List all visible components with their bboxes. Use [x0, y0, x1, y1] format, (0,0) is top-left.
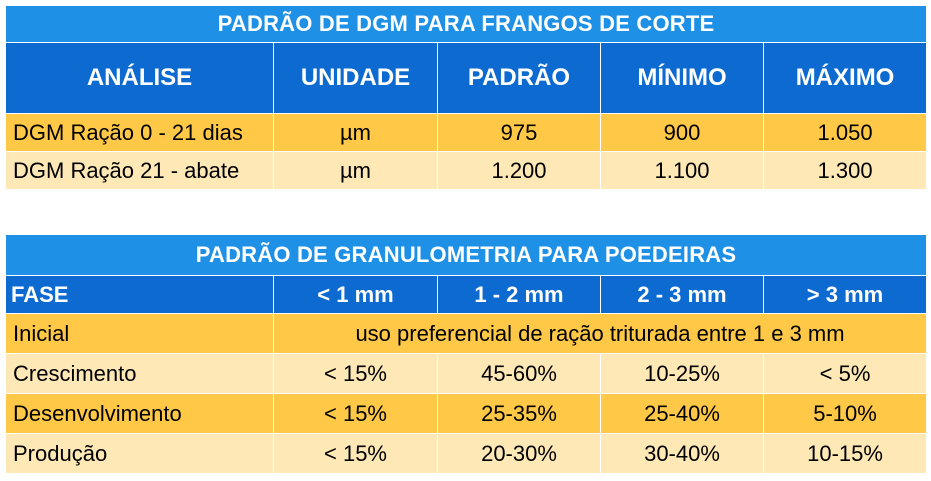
- table-cell: 10-15%: [762, 433, 928, 474]
- column-header-analise: ANÁLISE: [5, 42, 274, 114]
- table-header-row: ANÁLISE UNIDADE PADRÃO MÍNIMO MÁXIMO: [5, 42, 928, 114]
- table-cell: 20-30%: [437, 433, 601, 474]
- table-cell: 10-25%: [600, 353, 764, 394]
- column-header-2-3mm: 2 - 3 mm: [600, 275, 764, 314]
- table-cell: 975: [437, 113, 601, 152]
- table-row: Desenvolvimento < 15% 25-35% 25-40% 5-10…: [5, 393, 928, 434]
- table-cell: 1.200: [437, 151, 601, 190]
- table-row: Produção < 15% 20-30% 30-40% 10-15%: [5, 433, 928, 474]
- table-header-row: FASE < 1 mm 1 - 2 mm 2 - 3 mm > 3 mm: [5, 275, 928, 314]
- table-cell: < 15%: [273, 353, 438, 394]
- table-cell: Crescimento: [5, 353, 274, 394]
- column-header-padrao: PADRÃO: [437, 42, 601, 114]
- table-row: DGM Ração 21 - abate µm 1.200 1.100 1.30…: [5, 151, 928, 190]
- table-cell: 5-10%: [762, 393, 928, 434]
- table-title-row: PADRÃO DE DGM PARA FRANGOS DE CORTE: [4, 5, 928, 43]
- column-header-fase: FASE: [5, 275, 274, 314]
- table-cell: < 5%: [762, 353, 928, 394]
- table-cell-note: uso preferencial de ração triturada entr…: [272, 313, 928, 354]
- table-cell: Desenvolvimento: [5, 393, 274, 434]
- column-header-maximo: MÁXIMO: [762, 42, 928, 114]
- table-cell: < 15%: [273, 433, 438, 474]
- column-header-1-2mm: 1 - 2 mm: [437, 275, 601, 314]
- table-row: Crescimento < 15% 45-60% 10-25% < 5%: [5, 353, 928, 394]
- table-title-row: PADRÃO DE GRANULOMETRIA PARA POEDEIRAS: [4, 234, 928, 276]
- table-cell: DGM Ração 21 - abate: [5, 151, 274, 190]
- table-cell: µm: [273, 151, 438, 190]
- table-cell: 1.300: [762, 151, 928, 190]
- table-cell: 900: [600, 113, 764, 152]
- table-row: Inicial uso preferencial de ração tritur…: [5, 313, 928, 354]
- column-header-under-1mm: < 1 mm: [273, 275, 438, 314]
- column-header-minimo: MÍNIMO: [600, 42, 764, 114]
- column-header-over-3mm: > 3 mm: [762, 275, 928, 314]
- column-header-unidade: UNIDADE: [273, 42, 438, 114]
- table-cell: Inicial: [5, 313, 274, 354]
- table-row: DGM Ração 0 - 21 dias µm 975 900 1.050: [5, 113, 928, 152]
- table-title: PADRÃO DE DGM PARA FRANGOS DE CORTE: [4, 5, 928, 43]
- table-cell: µm: [273, 113, 438, 152]
- table-cell: 45-60%: [437, 353, 601, 394]
- broiler-dgm-table: PADRÃO DE DGM PARA FRANGOS DE CORTE ANÁL…: [4, 5, 928, 190]
- table-cell: < 15%: [273, 393, 438, 434]
- table-cell: Produção: [5, 433, 274, 474]
- table-cell: 25-40%: [600, 393, 764, 434]
- table-cell: 30-40%: [600, 433, 764, 474]
- layer-granulometry-table: PADRÃO DE GRANULOMETRIA PARA POEDEIRAS F…: [4, 234, 928, 474]
- table-title: PADRÃO DE GRANULOMETRIA PARA POEDEIRAS: [4, 234, 928, 276]
- table-cell: 1.100: [600, 151, 764, 190]
- table-cell: DGM Ração 0 - 21 dias: [5, 113, 274, 152]
- table-cell: 25-35%: [437, 393, 601, 434]
- table-cell: 1.050: [762, 113, 928, 152]
